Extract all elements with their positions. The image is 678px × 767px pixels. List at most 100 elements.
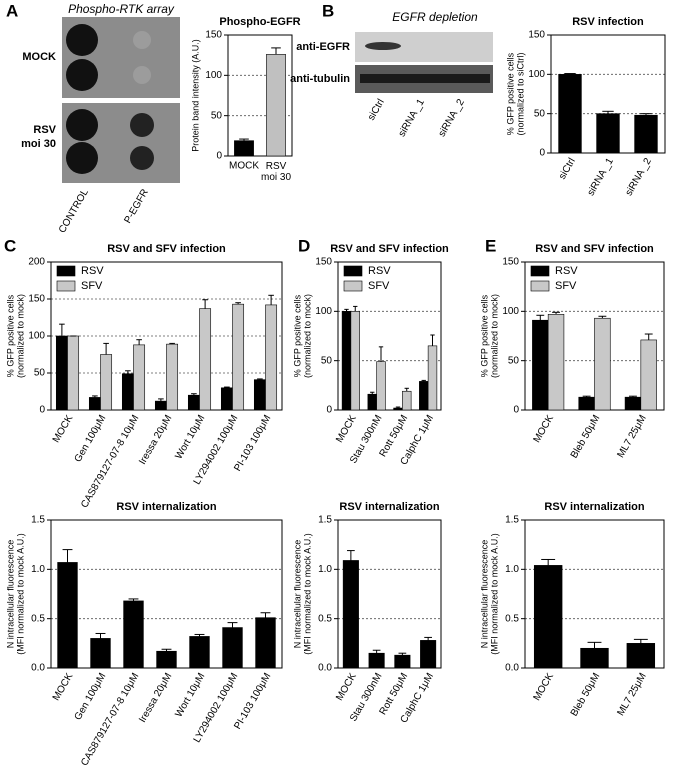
bar <box>393 407 403 411</box>
error-bar <box>194 633 205 637</box>
bar <box>133 344 146 411</box>
row-label: MOCK <box>22 51 56 63</box>
bar <box>156 650 177 669</box>
bar <box>266 54 286 157</box>
chart: Phospho-EGFR Protein band intensity (A.U.… <box>190 16 300 183</box>
error-bar <box>564 73 576 75</box>
legend-swatch <box>530 265 550 277</box>
y-tick-label: 0.5 <box>505 613 519 624</box>
y-axis-label: (MFI normalized to mock A.U.) <box>15 533 25 655</box>
error-bar <box>235 302 241 305</box>
y-tick-label: 0 <box>326 405 332 416</box>
blot-title: EGFR depletion <box>392 10 478 24</box>
legend-label: RSV <box>81 265 104 277</box>
bar <box>533 565 563 669</box>
plot-frame <box>50 519 283 669</box>
bar <box>255 617 276 669</box>
chart-title: RSV and SFV infection <box>330 243 449 255</box>
row-label: RSV <box>33 124 56 136</box>
bar <box>88 397 101 411</box>
x-tick-label: siCtrl <box>557 156 578 181</box>
bar <box>578 396 595 411</box>
x-tick-label: siRNA _2 <box>624 156 655 198</box>
error-bar <box>227 622 238 628</box>
legend-label: SFV <box>368 280 390 292</box>
chart-title: RSV and SFV infection <box>107 243 226 255</box>
panel-label: D <box>298 236 310 255</box>
legend-label: SFV <box>555 280 577 292</box>
bar <box>640 339 657 411</box>
error-bar <box>398 652 407 656</box>
chart-title: RSV internalization <box>544 501 645 513</box>
plot-frame <box>337 519 442 669</box>
bar <box>100 354 113 411</box>
y-tick-label: 0 <box>513 405 519 416</box>
y-axis-label: N intracellular fluorescence <box>5 540 15 649</box>
row-label: moi 30 <box>21 138 56 150</box>
bar <box>594 317 611 411</box>
x-tick-label: Gen 100μM <box>73 413 109 464</box>
error-bar <box>260 612 271 618</box>
x-tick-label: MOCK <box>334 413 359 445</box>
y-axis-label: N intracellular fluorescence <box>479 540 489 649</box>
error-bar <box>424 636 432 641</box>
bar <box>220 387 233 411</box>
legend-swatch <box>343 280 363 292</box>
x-tick-label: RSV moi 30 <box>261 161 291 183</box>
error-bar <box>161 648 172 652</box>
y-tick-label: 1.5 <box>31 515 45 526</box>
spot <box>66 59 98 91</box>
bar <box>596 113 620 154</box>
spot <box>66 142 98 174</box>
spot <box>66 109 98 141</box>
y-tick-label: 150 <box>315 257 332 268</box>
bar <box>367 393 377 411</box>
bar <box>394 654 411 669</box>
chart: RSV and SFV infection % GFP positive cell… <box>5 243 283 510</box>
bar <box>634 114 658 154</box>
y-axis-label: (normalized to siCtrl) <box>515 52 525 135</box>
blot-a: Phospho-RTK array MOCK RSV moi 30 CONTRO… <box>21 2 180 235</box>
bar <box>342 560 359 669</box>
bar <box>427 345 438 411</box>
x-tick-label: MOCK <box>51 413 76 445</box>
bar <box>626 643 656 669</box>
bar <box>376 361 386 411</box>
bar <box>419 381 429 411</box>
y-tick-label: 50 <box>34 368 46 379</box>
y-tick-label: 0.0 <box>31 663 45 674</box>
x-tick-label: MOCK <box>51 671 76 703</box>
bar <box>580 647 609 669</box>
legend-label: SFV <box>81 280 103 292</box>
bar <box>199 308 212 411</box>
blot-title: Phospho-RTK array <box>68 2 175 16</box>
bar <box>368 652 385 669</box>
spot <box>133 66 151 84</box>
lane-label: siRNA _2 <box>437 97 468 139</box>
y-tick-label: 0.5 <box>31 613 45 624</box>
band <box>360 74 490 83</box>
y-tick-label: 1.5 <box>318 515 332 526</box>
bar <box>253 379 266 411</box>
spot <box>66 24 98 56</box>
bar <box>55 335 68 411</box>
legend-label: RSV <box>555 265 578 277</box>
x-tick-label: PI-103 100μM <box>232 671 273 731</box>
bar <box>547 313 565 411</box>
row-label: anti-EGFR <box>296 41 350 53</box>
error-bar <box>421 379 426 382</box>
error-bar <box>541 558 556 566</box>
legend-swatch <box>343 265 363 277</box>
error-bar <box>633 638 648 644</box>
error-bar <box>587 641 602 649</box>
y-tick-label: 0 <box>39 405 45 416</box>
blot-b: EGFR depletion anti-EGFR anti-tubulin si… <box>290 10 493 139</box>
x-tick-label: Iressa 20μM <box>137 671 174 724</box>
error-bar <box>602 110 614 114</box>
error-bar <box>271 47 281 55</box>
panel-label: A <box>6 1 18 20</box>
spot <box>133 31 151 49</box>
error-bar <box>372 649 381 654</box>
error-bar <box>257 378 263 380</box>
error-bar <box>92 395 98 398</box>
